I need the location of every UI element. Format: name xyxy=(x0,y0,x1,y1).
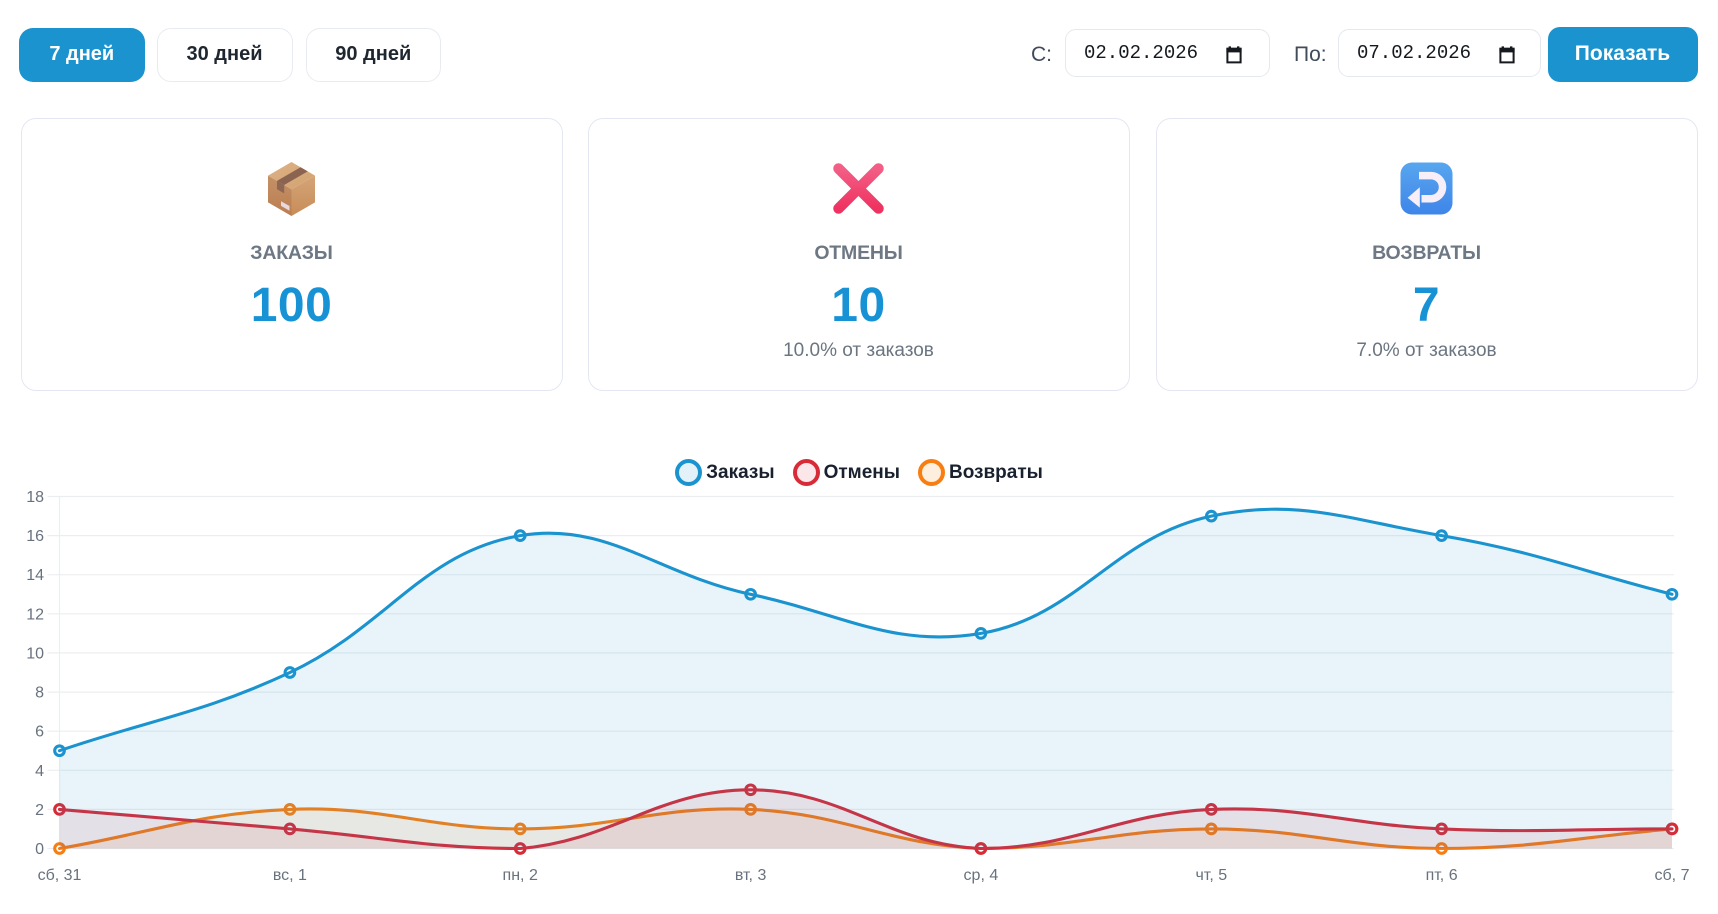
svg-text:8: 8 xyxy=(35,685,44,702)
svg-text:пт, 6: пт, 6 xyxy=(1426,867,1458,884)
svg-text:вт, 3: вт, 3 xyxy=(735,867,767,884)
svg-text:18: 18 xyxy=(26,489,44,506)
svg-text:0: 0 xyxy=(35,841,44,858)
svg-text:ср, 4: ср, 4 xyxy=(964,867,999,884)
svg-text:4: 4 xyxy=(35,763,44,780)
svg-text:сб, 7: сб, 7 xyxy=(1655,867,1690,884)
svg-text:2: 2 xyxy=(35,802,44,819)
svg-text:14: 14 xyxy=(26,567,44,584)
svg-text:сб, 31: сб, 31 xyxy=(38,867,82,884)
svg-text:12: 12 xyxy=(26,606,44,623)
svg-text:6: 6 xyxy=(35,724,44,741)
svg-text:пн, 2: пн, 2 xyxy=(503,867,538,884)
svg-text:10: 10 xyxy=(26,645,44,662)
svg-text:чт, 5: чт, 5 xyxy=(1195,867,1227,884)
svg-text:16: 16 xyxy=(26,528,44,545)
svg-text:вс, 1: вс, 1 xyxy=(273,867,307,884)
